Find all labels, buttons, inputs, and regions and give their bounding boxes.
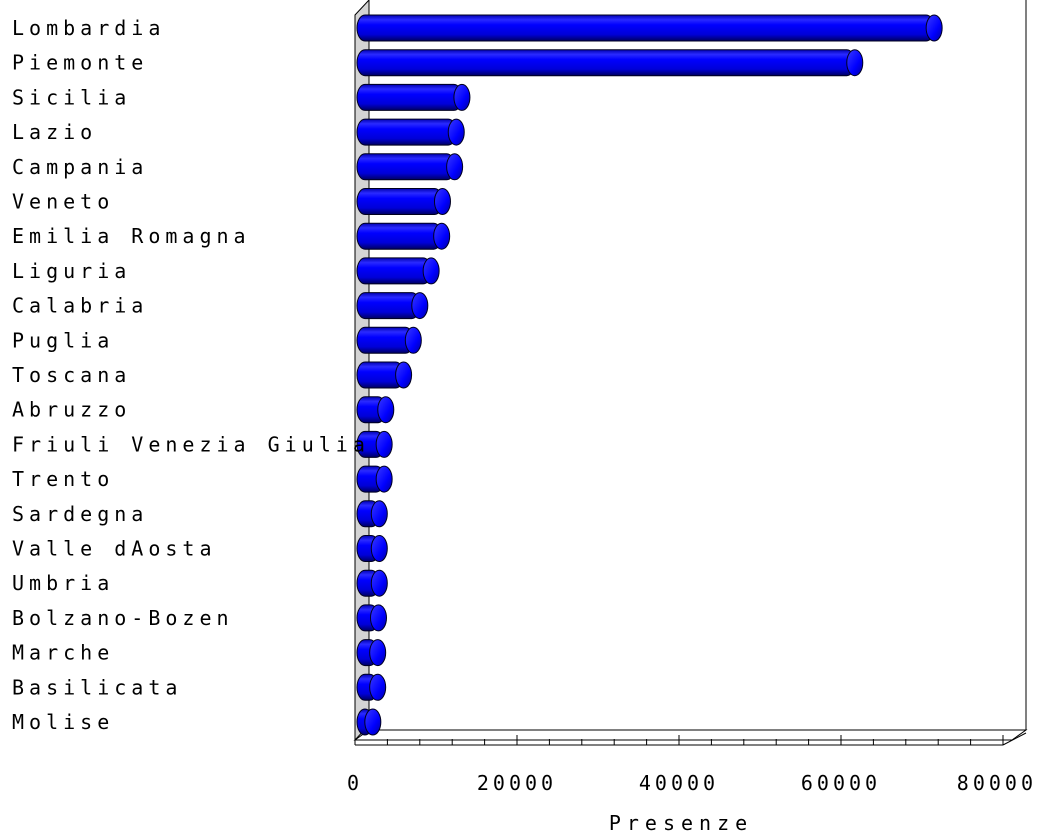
x-tick-label: 40000 xyxy=(639,771,719,795)
category-label: Umbria xyxy=(12,571,114,595)
bar-cap xyxy=(369,604,387,632)
bar-cap xyxy=(404,326,422,354)
category-label: Campania xyxy=(12,155,148,179)
bar-body xyxy=(356,153,456,181)
bar-lazio xyxy=(356,118,465,146)
bar-friuli-venezia-giulia xyxy=(356,430,393,458)
bar-body xyxy=(356,292,421,320)
bar-cap xyxy=(446,153,464,181)
category-label: Valle dAosta xyxy=(12,537,217,561)
bar-cap xyxy=(364,708,382,736)
bar-cap xyxy=(447,118,465,146)
bars xyxy=(356,14,943,736)
category-label: Emilia Romagna xyxy=(12,224,251,248)
bar-cap xyxy=(375,465,393,493)
bar-molise xyxy=(356,708,382,736)
bar-body xyxy=(356,83,463,111)
category-label: Puglia xyxy=(12,328,114,352)
bar-cap xyxy=(422,257,440,285)
bar-basilicata xyxy=(356,673,387,701)
plot-frame xyxy=(353,0,1028,742)
bar-bolzano-bozen xyxy=(356,604,387,632)
category-label: Friuli Venezia Giulia xyxy=(12,432,370,456)
bar-sicilia xyxy=(356,83,471,111)
bar-cap xyxy=(370,569,388,597)
category-label: Sardegna xyxy=(12,502,148,526)
bar-body xyxy=(356,118,457,146)
bar-cap xyxy=(375,430,393,458)
x-axis-ticks xyxy=(354,735,1004,745)
x-tick-label: 60000 xyxy=(801,771,881,795)
floor xyxy=(353,729,1028,741)
x-tick-label: 80000 xyxy=(957,771,1037,795)
category-label: Calabria xyxy=(12,294,148,318)
x-tick-label: 20000 xyxy=(477,771,557,795)
category-label: Bolzano-Bozen xyxy=(12,606,234,630)
bar-cap xyxy=(433,188,451,215)
bar-calabria xyxy=(356,292,429,320)
bar-liguria xyxy=(356,257,440,285)
category-label: Lazio xyxy=(12,120,97,144)
bar-cap xyxy=(846,49,864,77)
bar-abruzzo xyxy=(356,396,395,424)
bar-toscana xyxy=(356,361,413,389)
category-label: Veneto xyxy=(12,190,114,214)
category-label: Abruzzo xyxy=(12,398,131,422)
bar-cap xyxy=(433,222,451,250)
category-label: Marche xyxy=(12,641,114,665)
bar-body xyxy=(356,14,935,42)
bar-valle-daosta xyxy=(356,535,388,562)
bar-campania xyxy=(356,153,464,181)
bar-emilia-romagna xyxy=(356,222,451,250)
category-label: Molise xyxy=(12,710,114,734)
category-label: Piemonte xyxy=(12,51,148,75)
bar-cap xyxy=(453,83,471,111)
category-labels: Lombardia Piemonte Sicilia Lazio Campania Ven… xyxy=(12,16,370,734)
bar-body xyxy=(356,222,443,250)
x-axis-title: Presenze xyxy=(609,811,753,831)
bar-cap xyxy=(377,396,395,424)
x-axis: 0 20000 40000 60000 80000 xyxy=(347,732,1037,795)
bar-cap xyxy=(395,361,413,389)
bar-cap xyxy=(925,14,943,42)
category-label: Basilicata xyxy=(12,675,182,699)
bar-veneto xyxy=(356,188,451,215)
x-axis-right-cap xyxy=(1002,732,1027,746)
bar-lombardia xyxy=(356,14,943,42)
bar-cap xyxy=(411,292,429,320)
x-axis-tick-labels: 0 20000 40000 60000 80000 xyxy=(347,771,1037,795)
bar-body xyxy=(356,257,432,285)
bar-puglia xyxy=(356,326,422,354)
bar-cap xyxy=(370,500,388,528)
category-label: Toscana xyxy=(12,363,131,387)
category-label: Sicilia xyxy=(12,85,131,109)
bar-sardegna xyxy=(356,500,388,528)
bar-piemonte xyxy=(356,49,864,77)
bar-cap xyxy=(369,673,387,701)
bar-trento xyxy=(356,465,393,493)
bar-body xyxy=(356,188,443,215)
bar-body xyxy=(356,49,856,77)
bar-marche xyxy=(356,639,387,667)
bar-cap xyxy=(369,639,387,667)
x-tick-label: 0 xyxy=(347,771,363,795)
category-label: Lombardia xyxy=(12,16,165,40)
bar-umbria xyxy=(356,569,388,597)
category-label: Trento xyxy=(12,467,114,491)
category-label: Liguria xyxy=(12,259,131,283)
bar-cap xyxy=(370,535,388,562)
